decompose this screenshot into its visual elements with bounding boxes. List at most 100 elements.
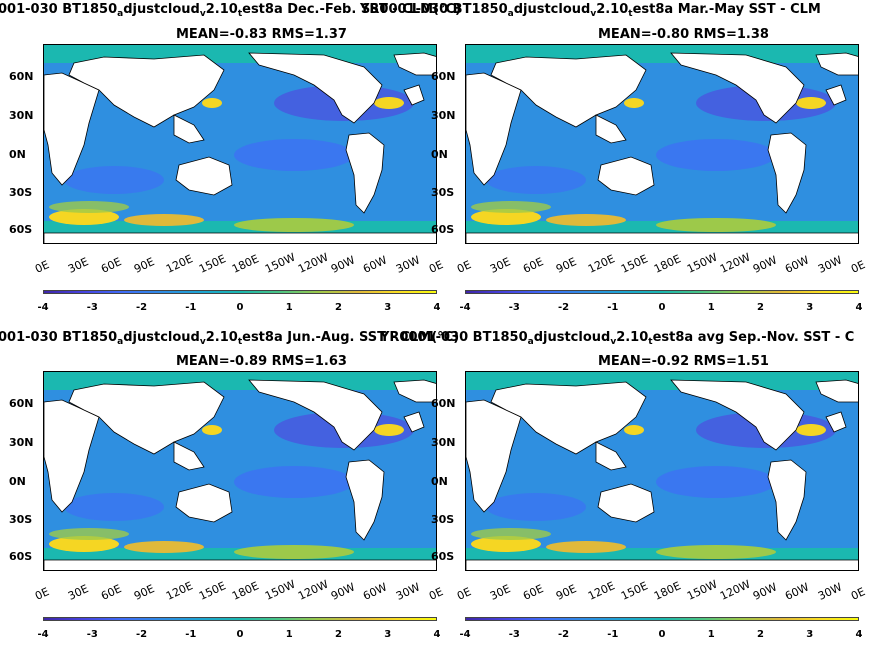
lat-label: 30S	[431, 186, 455, 199]
lon-label: 30E	[487, 255, 513, 276]
lat-label: 60N	[431, 397, 456, 410]
colorbar-tick-label: 0	[658, 629, 666, 640]
lat-label: 60N	[9, 397, 34, 410]
colorbar-tick-label: 2	[335, 629, 342, 640]
lat-label: 30S	[9, 513, 33, 526]
panel-title-3: 001-030 BT1850adjustcloudv2.10test8a Jun…	[0, 330, 460, 347]
colorbar-tick-label: -4	[37, 629, 49, 640]
colorbar-tick-label: 1	[285, 302, 293, 313]
lon-label: 60W	[361, 580, 390, 603]
lon-label: 90E	[131, 582, 156, 603]
lon-label: 150W	[262, 250, 298, 276]
lon-label: 30E	[487, 582, 513, 603]
lon-label: 30W	[816, 253, 845, 276]
colorbar-tick-label: 3	[384, 302, 392, 313]
lat-label: 60S	[431, 550, 455, 563]
lon-label: 150W	[684, 250, 720, 276]
lon-label: 120W	[295, 577, 331, 603]
lon-label: 150E	[197, 252, 228, 276]
sst-map-jja	[43, 371, 437, 571]
lat-label: 30N	[431, 109, 456, 122]
colorbar-1	[43, 290, 437, 294]
colorbar-tick-label: 4	[433, 302, 441, 313]
colorbar-tick-label: 1	[285, 629, 293, 640]
panel-stats-1: MEAN=-0.83 RMS=1.37	[176, 27, 347, 42]
lon-label: 150E	[619, 252, 650, 276]
lat-label: 30S	[9, 186, 33, 199]
colorbar-tick-label: 3	[806, 629, 814, 640]
lon-label: 90E	[553, 255, 578, 276]
panel-stats-3: MEAN=-0.89 RMS=1.63	[176, 354, 347, 369]
lon-label: 0E	[849, 258, 868, 276]
colorbar-tick-label: 2	[757, 302, 764, 313]
lon-label: 150E	[619, 579, 650, 603]
lon-label: 180E	[652, 252, 683, 276]
lon-label: 150W	[684, 577, 720, 603]
lat-label: 30N	[9, 109, 34, 122]
colorbar-tick-label: -2	[135, 302, 148, 313]
panel-stats-4: MEAN=-0.92 RMS=1.51	[598, 354, 769, 369]
colorbar-tick-label: 0	[236, 629, 244, 640]
lon-label: 60E	[520, 255, 546, 276]
panel-title-2: YR0001-030 BT1850adjustcloudv2.10test8a …	[360, 2, 821, 19]
colorbar-tick-label: -3	[508, 302, 520, 313]
colorbar-tick-label: -3	[86, 302, 98, 313]
colorbar-tick-label: -2	[557, 302, 570, 313]
colorbar-4	[465, 617, 859, 621]
lon-label: 0E	[33, 258, 52, 276]
panel-title-1: 001-030 BT1850adjustcloudv2.10test8a Dec…	[0, 2, 461, 19]
colorbar-tick-label: -3	[508, 629, 520, 640]
colorbar-tick-label: 2	[757, 629, 764, 640]
lon-label: 90W	[328, 580, 357, 603]
sst-map-djf	[43, 44, 437, 244]
lon-label: 60W	[783, 253, 812, 276]
colorbar-tick-label: -1	[185, 629, 197, 640]
colorbar-tick-label: -4	[459, 302, 471, 313]
lon-label: 0E	[427, 258, 446, 276]
lon-label: 0E	[849, 585, 868, 603]
lon-label: 0E	[455, 258, 474, 276]
lat-label: 60S	[9, 550, 33, 563]
lat-label: 0N	[9, 148, 26, 161]
colorbar-3	[43, 617, 437, 621]
colorbar-tick-label: 3	[806, 302, 814, 313]
colorbar-tick-label: 4	[855, 302, 863, 313]
lon-label: 180E	[230, 252, 261, 276]
lon-label: 120E	[586, 252, 618, 276]
lat-label: 0N	[431, 148, 448, 161]
lat-label: 60S	[9, 223, 33, 236]
colorbar-tick-label: 2	[335, 302, 342, 313]
lat-label: 60S	[431, 223, 455, 236]
lon-label: 60W	[361, 253, 390, 276]
sst-map-son	[465, 371, 859, 571]
lon-label: 120W	[717, 250, 753, 276]
lon-label: 120E	[586, 579, 618, 603]
lat-label: 30S	[431, 513, 455, 526]
panel-stats-2: MEAN=-0.80 RMS=1.38	[598, 27, 769, 42]
colorbar-tick-label: -2	[135, 629, 148, 640]
lon-label: 60E	[520, 582, 546, 603]
lon-label: 150W	[262, 577, 298, 603]
lon-label: 0E	[427, 585, 446, 603]
lon-label: 30W	[816, 580, 845, 603]
lat-label: 60N	[431, 70, 456, 83]
lon-label: 90W	[750, 253, 779, 276]
colorbar-tick-label: -1	[185, 302, 197, 313]
lon-label: 90E	[131, 255, 156, 276]
lon-label: 30W	[394, 580, 423, 603]
colorbar-tick-label: -4	[37, 302, 49, 313]
colorbar-tick-label: -2	[557, 629, 570, 640]
lat-label: 60N	[9, 70, 34, 83]
lon-label: 180E	[652, 579, 683, 603]
lat-label: 30N	[431, 436, 456, 449]
lon-label: 60E	[98, 582, 124, 603]
lon-label: 30E	[65, 255, 91, 276]
lon-label: 180E	[230, 579, 261, 603]
lat-label: 0N	[431, 475, 448, 488]
lon-label: 0E	[455, 585, 474, 603]
lat-label: 30N	[9, 436, 34, 449]
lon-label: 120W	[295, 250, 331, 276]
colorbar-tick-label: -1	[607, 302, 619, 313]
colorbar-tick-label: 1	[707, 629, 715, 640]
panel-title-4: YR0001-030 BT1850adjustcloudv2.10test8a …	[380, 330, 855, 347]
